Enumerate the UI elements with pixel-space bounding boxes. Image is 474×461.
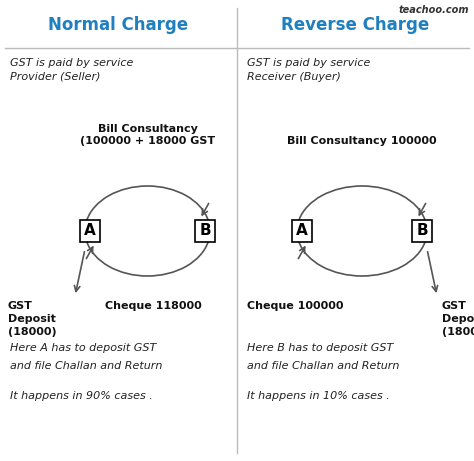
Text: Normal Charge: Normal Charge <box>48 16 189 34</box>
Text: teachoo.com: teachoo.com <box>399 5 469 15</box>
Text: Bill Consultancy
(100000 + 18000 GST: Bill Consultancy (100000 + 18000 GST <box>80 124 215 146</box>
Text: B: B <box>416 224 428 238</box>
Text: GST
Deposit
(18000): GST Deposit (18000) <box>442 301 474 337</box>
Text: It happens in 10% cases .: It happens in 10% cases . <box>247 391 390 401</box>
Text: GST is paid by service
Provider (Seller): GST is paid by service Provider (Seller) <box>10 58 133 82</box>
Text: A: A <box>296 224 308 238</box>
Text: Here B has to deposit GST: Here B has to deposit GST <box>247 343 393 353</box>
Text: B: B <box>199 224 211 238</box>
Text: and file Challan and Return: and file Challan and Return <box>10 361 163 371</box>
Text: Here A has to deposit GST: Here A has to deposit GST <box>10 343 156 353</box>
Text: GST is paid by service
Receiver (Buyer): GST is paid by service Receiver (Buyer) <box>247 58 370 82</box>
Text: GST
Deposit
(18000): GST Deposit (18000) <box>8 301 56 337</box>
Text: and file Challan and Return: and file Challan and Return <box>247 361 400 371</box>
Text: Cheque 100000: Cheque 100000 <box>247 301 344 311</box>
Text: It happens in 90% cases .: It happens in 90% cases . <box>10 391 153 401</box>
Text: Cheque 118000: Cheque 118000 <box>105 301 202 311</box>
Text: A: A <box>84 224 96 238</box>
Text: Bill Consultancy 100000: Bill Consultancy 100000 <box>287 136 437 146</box>
Text: Reverse Charge: Reverse Charge <box>282 16 429 34</box>
